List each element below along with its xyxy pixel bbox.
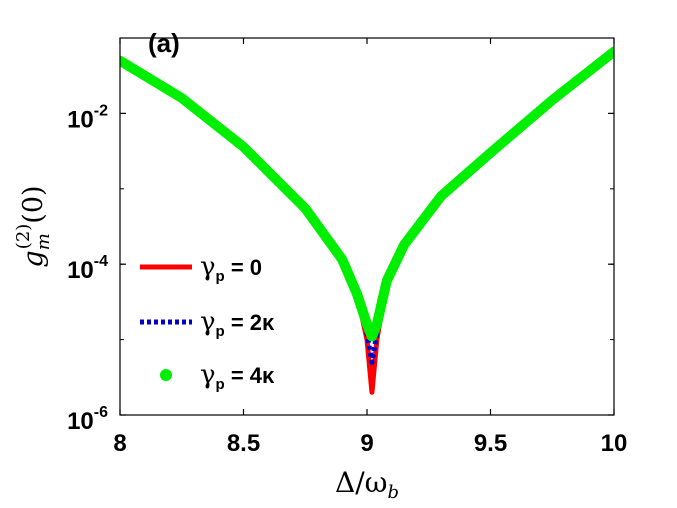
x-axis-label: Δ/ωb [335,466,399,503]
y-axis-label: gm(2)(0) [13,185,54,267]
series-1 [120,49,614,365]
panel-label: (a) [148,28,180,58]
series-layer [120,46,614,395]
x-tick-label: 10 [601,430,628,457]
legend-label: γp = 2κ [200,307,275,340]
x-tick-label: 8 [113,430,126,457]
legend-entry-0: γp = 0 [140,252,262,285]
legend: γp = 0 γp = 2κ γp = 4κ [140,252,275,393]
x-tick-label: 9 [360,430,373,457]
legend-label: γp = 4κ [200,360,275,393]
y-tick-label: 10-2 [67,102,108,133]
x-tick-label: 8.5 [227,430,260,457]
legend-entry-2: γp = 4κ [160,360,275,393]
legend-marker [160,369,172,381]
series-2-point [609,46,614,57]
legend-entry-1: γp = 2κ [140,307,275,340]
series-1-line [120,49,614,365]
series-2 [120,46,614,342]
axes-layer: 8 8.5 9 9.5 10 10-2 10-4 10-6 [67,37,628,457]
y-tick-label: 10-4 [67,253,108,284]
x-tick-label: 9.5 [474,430,507,457]
legend-label: γp = 0 [200,252,262,285]
labels-layer: (a) Δ/ωb gm(2)(0) [13,28,399,503]
y-tick-label: 10-6 [67,404,108,435]
